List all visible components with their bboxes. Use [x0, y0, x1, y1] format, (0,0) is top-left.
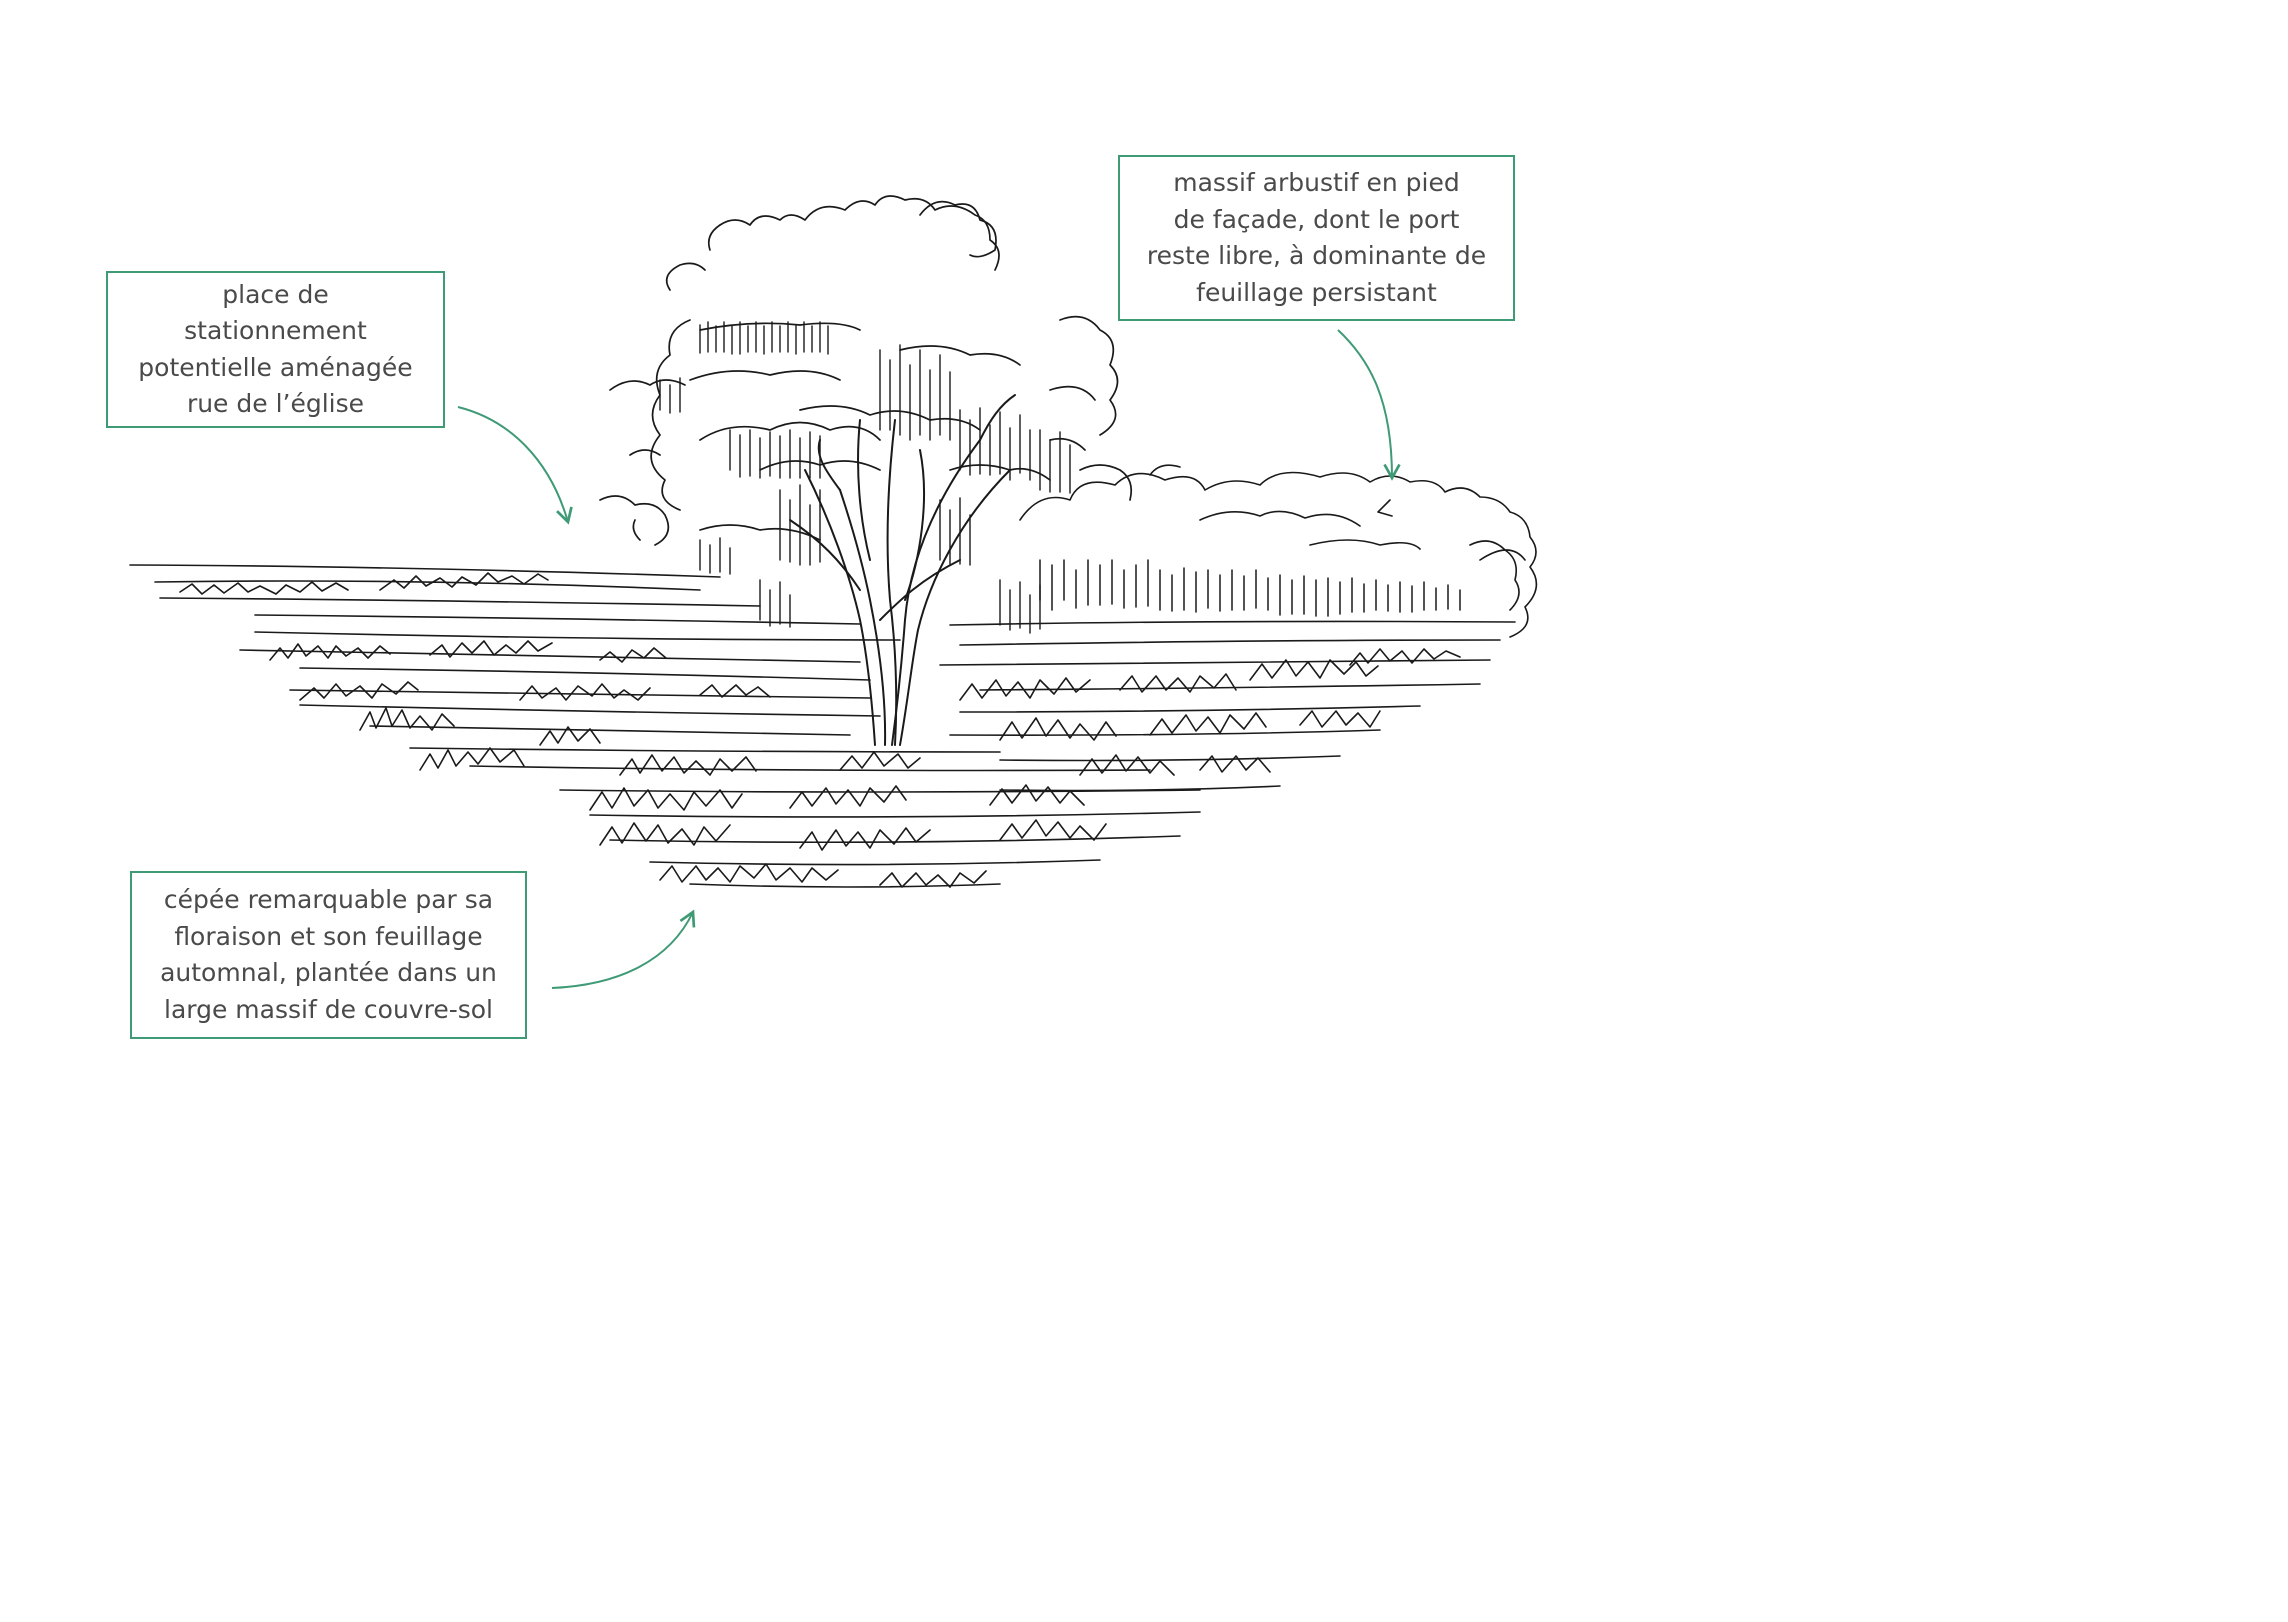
arrow-tree-icon [551, 909, 696, 989]
callout-parking-text: place de stationnement potentielle aména… [138, 279, 413, 419]
shrub-mass [1019, 464, 1538, 638]
shrub-hatching [1039, 559, 1461, 617]
callout-tree: cépée remarquable par sa floraison et so… [130, 871, 527, 1039]
ground-lines [129, 564, 1516, 888]
callout-arrows [457, 329, 1401, 989]
groundcover-scribbles [179, 572, 1461, 888]
landscape-sketch [129, 195, 1538, 989]
callout-shrub: massif arbustif en pied de façade, dont … [1118, 155, 1515, 321]
callout-tree-text: cépée remarquable par sa floraison et so… [160, 885, 497, 1024]
callout-shrub-text: massif arbustif en pied de façade, dont … [1146, 168, 1487, 307]
canopy-hatching [659, 321, 1071, 634]
arrow-parking-icon [457, 406, 573, 525]
callout-parking: place de stationnement potentielle aména… [106, 271, 445, 428]
arrow-shrub-icon [1337, 329, 1401, 481]
tree-trunk [789, 394, 1016, 746]
tree-canopy [599, 195, 1133, 546]
